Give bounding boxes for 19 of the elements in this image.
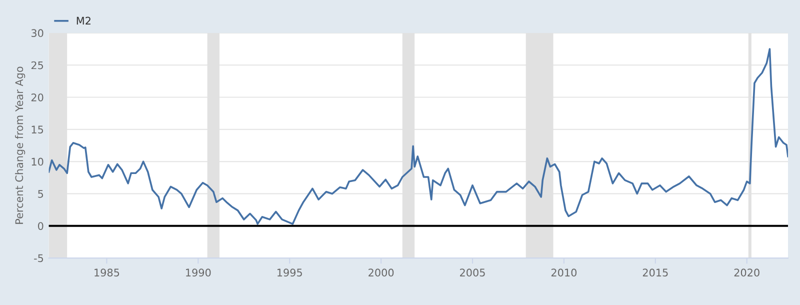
y-axis-title: Percent Change from Year Ago — [15, 66, 26, 224]
x-tick-label: 2005 — [460, 268, 485, 277]
y-tick-label: -5 — [34, 254, 44, 262]
x-tick-label: 2010 — [551, 268, 577, 277]
y-tick-label: 5 — [38, 190, 44, 198]
y-tick-label: 15 — [32, 126, 44, 134]
x-tick-label: 1995 — [278, 268, 302, 277]
y-tick-label: 0 — [38, 222, 44, 230]
x-tick-label: 2020 — [734, 268, 760, 277]
legend-label: M2 — [76, 16, 90, 25]
line-series — [48, 48, 788, 225]
x-tick-label: 2000 — [368, 268, 394, 277]
x-tick-label: 1990 — [186, 268, 211, 277]
x-tick-label: 2015 — [642, 268, 668, 277]
y-tick-label: 10 — [32, 158, 44, 166]
y-tick-label: 30 — [31, 29, 44, 38]
y-tick-label: 25 — [31, 61, 44, 70]
y-tick-label: 20 — [31, 93, 44, 102]
x-tick-label: 1985 — [94, 268, 120, 277]
